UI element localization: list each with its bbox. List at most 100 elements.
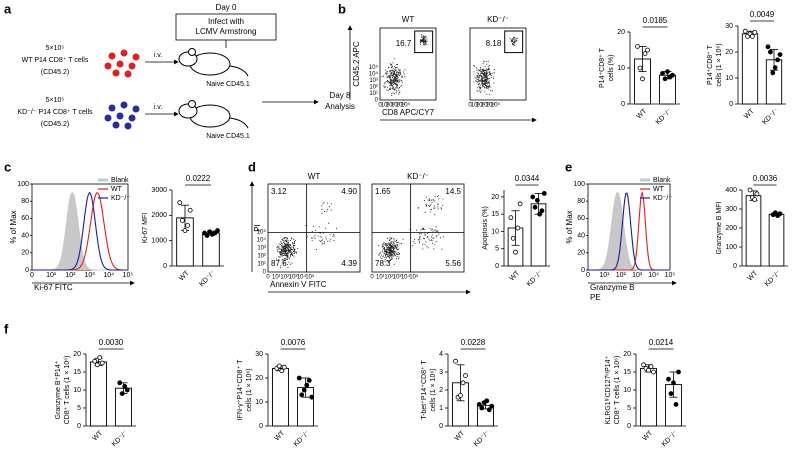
y-tick-label: 5 bbox=[627, 405, 631, 412]
panel-letter: d bbox=[248, 159, 256, 174]
plot-title: WT bbox=[402, 15, 415, 24]
event-dot bbox=[422, 42, 424, 44]
event-dot bbox=[512, 44, 515, 46]
x-tick-label: KD⁻/⁻ bbox=[111, 430, 130, 449]
event-dot bbox=[282, 252, 285, 254]
event-dot bbox=[431, 202, 433, 204]
data-point bbox=[296, 375, 302, 381]
data-point bbox=[117, 380, 123, 386]
x-tick-label: 10¹ bbox=[376, 275, 385, 281]
x-tick-label: 10³ bbox=[85, 272, 96, 279]
event-dot bbox=[288, 246, 290, 249]
x-tick-label: 10¹ bbox=[599, 272, 610, 279]
event-dot bbox=[393, 253, 395, 255]
y-tick-label: 0 bbox=[259, 423, 263, 430]
y-tick-label: 10⁵ bbox=[257, 229, 267, 236]
event-dot bbox=[396, 255, 398, 257]
data-point bbox=[301, 387, 307, 393]
event-dot bbox=[513, 38, 515, 40]
x-tick-label: KD⁻/⁻ bbox=[293, 430, 312, 449]
event-dot bbox=[382, 245, 384, 247]
event-dot bbox=[481, 83, 483, 85]
event-dot bbox=[286, 258, 288, 260]
x-tick-label: 0 bbox=[266, 275, 270, 281]
event-dot bbox=[385, 74, 387, 76]
event-dot bbox=[430, 229, 432, 231]
event-dot bbox=[420, 229, 422, 231]
event-dot bbox=[280, 247, 282, 249]
event-dot bbox=[280, 245, 283, 247]
x-tick-label: 10² bbox=[65, 272, 76, 279]
event-dot bbox=[384, 82, 386, 84]
event-dot bbox=[388, 66, 390, 68]
event-dot bbox=[391, 75, 393, 77]
event-dot bbox=[388, 75, 391, 77]
event-dot bbox=[390, 74, 392, 76]
event-dot bbox=[305, 225, 307, 227]
event-dot bbox=[390, 246, 392, 248]
event-dot bbox=[326, 210, 328, 212]
event-dot bbox=[286, 239, 288, 241]
event-dot bbox=[378, 254, 380, 256]
event-dot bbox=[396, 84, 399, 86]
event-dot bbox=[487, 60, 489, 62]
event-dot bbox=[278, 246, 280, 248]
quadrant-value: 14.5 bbox=[445, 187, 461, 196]
infect-text: LCMV Armstrong bbox=[196, 27, 257, 36]
data-point bbox=[671, 380, 676, 386]
data-point bbox=[648, 364, 654, 370]
event-dot bbox=[479, 88, 482, 90]
plot-title: KD⁻/⁻ bbox=[487, 15, 509, 24]
event-dot bbox=[394, 74, 396, 76]
bar bbox=[202, 232, 220, 267]
event-dot bbox=[281, 253, 283, 255]
event-dot bbox=[486, 85, 489, 88]
event-dot bbox=[477, 81, 479, 83]
y-tick-label: 0 bbox=[581, 267, 585, 274]
event-dot bbox=[429, 205, 431, 207]
event-dot bbox=[386, 248, 388, 250]
event-dot bbox=[391, 95, 393, 97]
flow-frame bbox=[469, 27, 527, 101]
event-dot bbox=[388, 239, 390, 242]
y-tick-label: 40 bbox=[577, 232, 585, 239]
y-tick-label: 400 bbox=[725, 187, 737, 194]
data-point bbox=[635, 44, 640, 49]
event-dot bbox=[285, 258, 287, 260]
event-dot bbox=[421, 40, 423, 42]
event-dot bbox=[381, 251, 383, 253]
event-dot bbox=[432, 199, 434, 201]
mouse-label: Naive CD45.1 bbox=[206, 133, 250, 140]
data-point bbox=[484, 398, 490, 404]
event-dot bbox=[386, 254, 388, 256]
event-dot bbox=[393, 80, 395, 82]
y-tick-label: 0 bbox=[729, 101, 733, 108]
event-dot bbox=[389, 238, 391, 240]
y-tick-label: 10 bbox=[73, 387, 81, 394]
event-dot bbox=[434, 207, 436, 209]
event-dot bbox=[478, 87, 480, 89]
event-dot bbox=[294, 240, 296, 242]
event-dot bbox=[426, 39, 428, 41]
event-dot bbox=[395, 239, 398, 241]
event-dot bbox=[390, 84, 392, 86]
event-dot bbox=[327, 240, 329, 242]
event-dot bbox=[511, 40, 513, 42]
event-dot bbox=[387, 243, 389, 245]
event-dot bbox=[389, 76, 392, 78]
event-dot bbox=[385, 257, 388, 259]
data-point bbox=[309, 394, 315, 400]
event-dot bbox=[493, 82, 495, 84]
data-point bbox=[179, 217, 185, 223]
mouse-ear bbox=[188, 48, 196, 56]
data-point bbox=[742, 28, 748, 34]
event-dot bbox=[478, 74, 480, 76]
panel-letter: c bbox=[4, 159, 11, 174]
event-dot bbox=[477, 83, 479, 85]
event-dot bbox=[323, 241, 325, 243]
event-dot bbox=[478, 82, 480, 84]
event-dot bbox=[401, 81, 403, 83]
event-dot bbox=[287, 253, 289, 255]
event-dot bbox=[329, 233, 331, 236]
data-point bbox=[185, 223, 191, 228]
